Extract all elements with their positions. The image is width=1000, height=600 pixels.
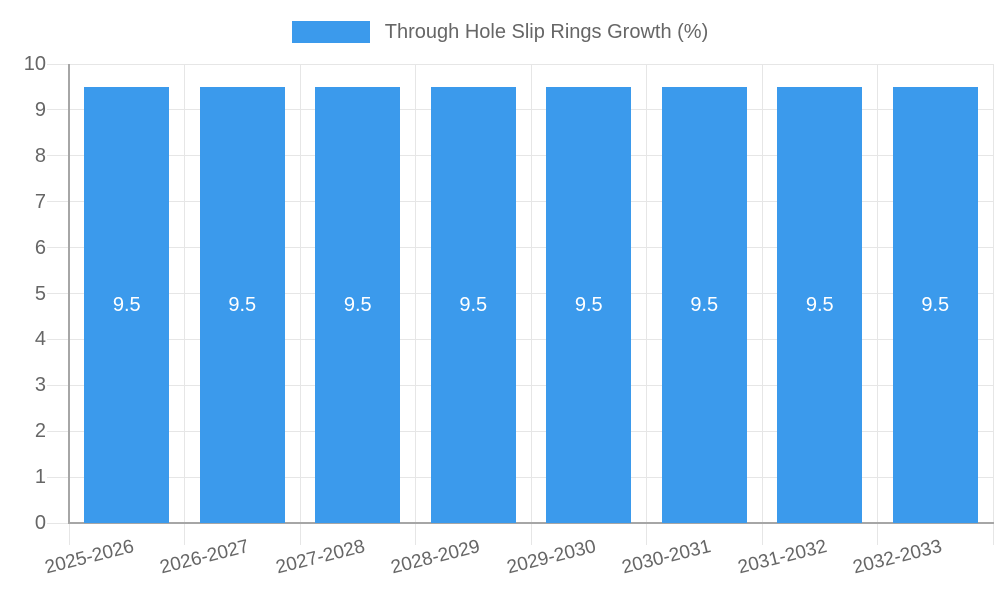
y-tick-label: 1 bbox=[34, 466, 46, 489]
x-tick-label: 2025-2026 bbox=[42, 536, 136, 579]
y-gridline bbox=[47, 384, 993, 386]
x-gridline bbox=[415, 64, 416, 545]
y-gridline bbox=[47, 201, 993, 203]
bar[interactable] bbox=[84, 86, 170, 523]
bar[interactable] bbox=[777, 86, 863, 523]
x-gridline bbox=[184, 64, 185, 545]
y-gridline bbox=[47, 155, 993, 157]
bar-value-label: 9.5 bbox=[112, 293, 141, 316]
bar-value-label: 9.5 bbox=[574, 293, 603, 316]
y-tick-label: 3 bbox=[34, 374, 46, 397]
bar-value-label: 9.5 bbox=[805, 293, 834, 316]
x-gridline bbox=[299, 64, 301, 545]
x-tick-label: 2027-2028 bbox=[273, 536, 367, 579]
legend-label: Through Hole Slip Rings Growth (%) bbox=[384, 20, 709, 43]
y-tick-label: 7 bbox=[34, 190, 46, 213]
y-tick-label: 5 bbox=[34, 282, 46, 305]
bar[interactable] bbox=[546, 86, 632, 523]
y-axis-line bbox=[68, 64, 70, 523]
bar-value-label: 9.5 bbox=[459, 293, 488, 316]
y-gridline bbox=[47, 293, 993, 294]
legend-item[interactable]: Through Hole Slip Rings Growth (%) bbox=[291, 20, 709, 44]
bar[interactable] bbox=[430, 86, 516, 523]
legend-swatch-icon bbox=[291, 21, 370, 43]
y-gridline bbox=[47, 109, 993, 111]
x-gridline bbox=[530, 64, 532, 545]
bar[interactable] bbox=[199, 86, 285, 523]
legend: Through Hole Slip Rings Growth (%) bbox=[0, 19, 1000, 45]
x-tick-label: 2028-2029 bbox=[389, 536, 483, 579]
x-axis-line bbox=[68, 522, 994, 524]
x-tick-label: 2029-2030 bbox=[504, 536, 598, 579]
x-tick-label: 2032-2033 bbox=[851, 536, 945, 579]
bar-value-label: 9.5 bbox=[921, 293, 950, 316]
x-gridline bbox=[646, 64, 647, 545]
y-tick-label: 8 bbox=[34, 144, 46, 167]
y-gridline bbox=[47, 63, 993, 65]
y-tick-label: 0 bbox=[34, 512, 46, 534]
bar-value-label: 9.5 bbox=[690, 293, 719, 316]
y-gridline bbox=[47, 476, 993, 478]
x-tick-label: 2031-2032 bbox=[735, 536, 829, 579]
y-tick-label: 10 bbox=[23, 53, 46, 75]
y-gridline bbox=[47, 338, 993, 340]
bar[interactable] bbox=[892, 86, 978, 523]
bar[interactable] bbox=[315, 86, 401, 523]
y-gridline bbox=[47, 430, 993, 432]
y-tick-label: 2 bbox=[34, 420, 46, 443]
bar[interactable] bbox=[661, 86, 747, 523]
x-tick-label: 2030-2031 bbox=[620, 536, 714, 579]
y-gridline bbox=[47, 247, 993, 249]
bar-value-label: 9.5 bbox=[343, 293, 372, 316]
x-gridline bbox=[992, 64, 994, 545]
x-gridline bbox=[761, 64, 763, 545]
y-tick-label: 6 bbox=[34, 236, 46, 259]
y-tick-label: 9 bbox=[34, 98, 46, 121]
x-gridline bbox=[877, 64, 878, 545]
y-tick-label: 4 bbox=[34, 328, 46, 351]
x-tick-label: 2026-2027 bbox=[158, 536, 252, 579]
bar-value-label: 9.5 bbox=[228, 293, 257, 316]
